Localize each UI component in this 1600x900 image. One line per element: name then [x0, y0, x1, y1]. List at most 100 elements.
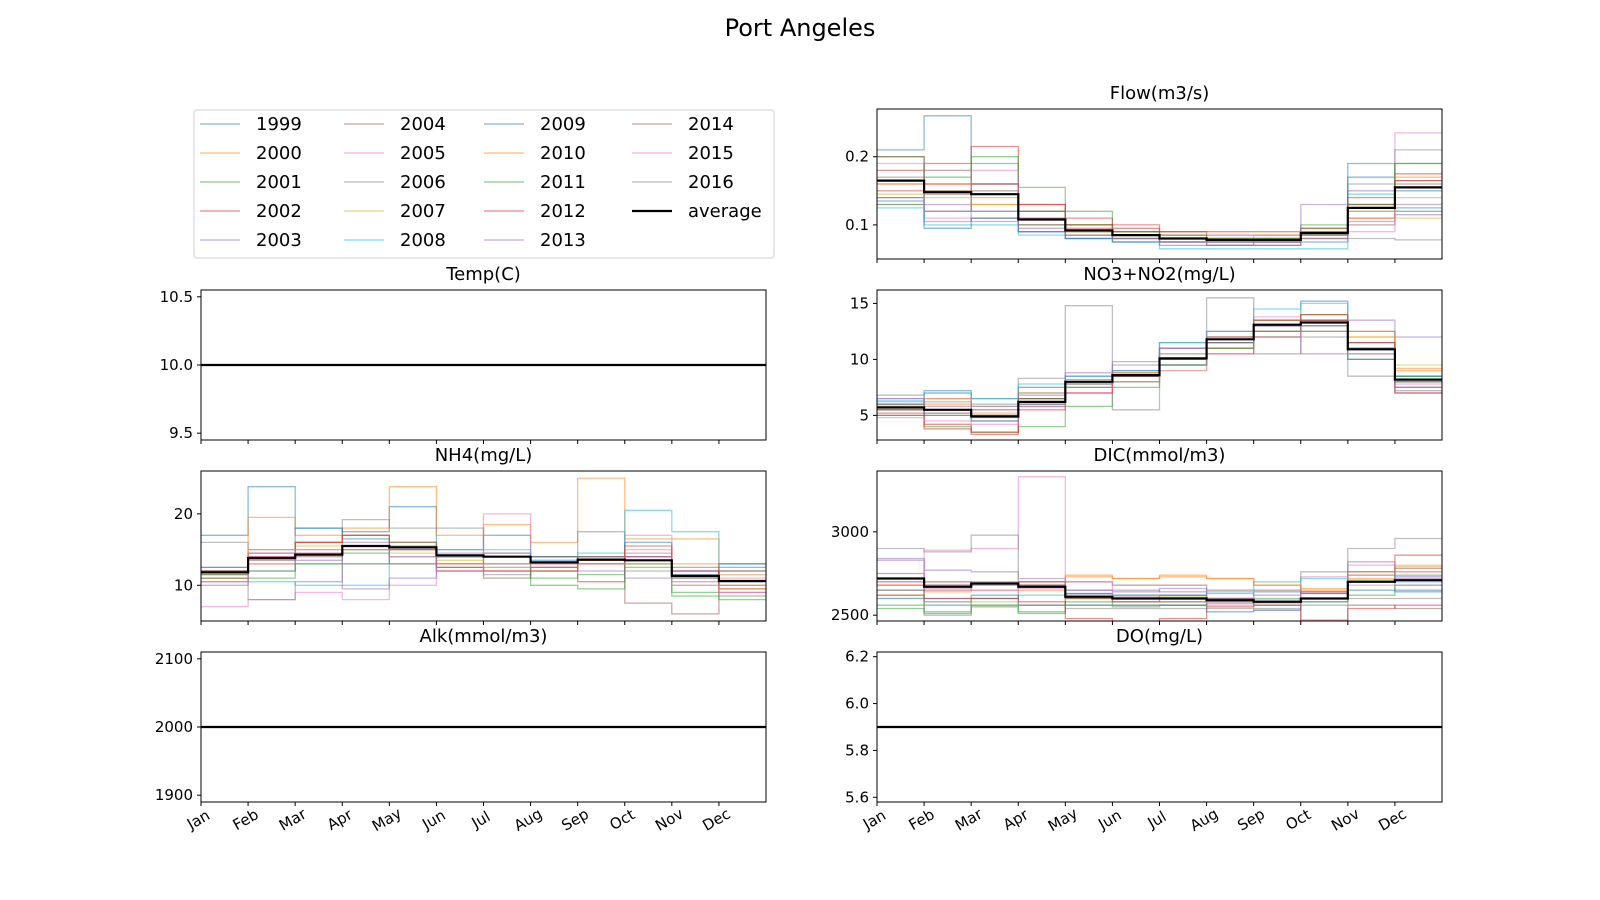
do-mg-l-xtick-label: Jul [1144, 807, 1170, 832]
alk-mmol-m3-panel: Alk(mmol/m3) 1900 2000 2100 Jan Feb Mar Apr May J… [155, 626, 767, 835]
do-mg-l-xtick-label: Jun [1094, 806, 1124, 834]
legend-label: 2004 [400, 114, 446, 135]
alk-mmol-m3-xtick-label: Dec [699, 805, 733, 835]
legend-label: 2000 [256, 143, 302, 164]
dic-mmol-m3-panel: DIC(mmol/m3) 2500 3000 [831, 445, 1443, 625]
flow-m3-s-series-2012 [877, 179, 1442, 233]
nh4-mg-l-panel: NH4(mg/L) 10 20 [174, 445, 767, 625]
alk-mmol-m3-xtick-label: Sep [558, 805, 591, 835]
legend-label: 2003 [256, 230, 302, 251]
alk-mmol-m3-xtick-label: May [369, 804, 405, 835]
legend-label: 2006 [400, 172, 446, 193]
legend-item-2009: 2009 [484, 114, 586, 135]
alk-mmol-m3-ytick-label: 2000 [155, 718, 193, 736]
do-mg-l-ytick-label: 6.0 [845, 695, 869, 713]
legend-label: 2007 [400, 201, 446, 222]
flow-m3-s-ytick-label: 0.1 [845, 216, 869, 234]
temp-c-ytick-label: 9.5 [169, 424, 193, 442]
dic-mmol-m3-series-average [877, 577, 1442, 603]
legend-item-2013: 2013 [484, 230, 586, 251]
flow-m3-s-ytick-label: 0.2 [845, 148, 869, 166]
legend-label: 2011 [540, 172, 586, 193]
legend-item-2015: 2015 [632, 143, 734, 164]
legend-item-2000: 2000 [200, 143, 302, 164]
do-mg-l-title: DO(mg/L) [1116, 626, 1203, 647]
do-mg-l-xtick-label: Mar [952, 804, 986, 834]
legend-item-1999: 1999 [200, 114, 302, 135]
do-mg-l-xtick-label: Nov [1328, 804, 1362, 834]
no3-no2-mg-l-lines [877, 297, 1442, 436]
alk-mmol-m3-xtick-label: Feb [230, 805, 262, 834]
legend-label: 1999 [256, 114, 302, 135]
legend-label: 2010 [540, 143, 586, 164]
legend-label: average [688, 201, 762, 222]
legend-item-average: average [632, 201, 762, 222]
dic-mmol-m3-series-2014 [877, 577, 1442, 621]
legend-label: 2009 [540, 114, 586, 135]
legend-item-2012: 2012 [484, 201, 586, 222]
alk-mmol-m3-xtick-label: Jul [468, 807, 494, 832]
legend-frame [193, 109, 775, 259]
alk-mmol-m3-title: Alk(mmol/m3) [420, 626, 548, 647]
legend-item-2010: 2010 [484, 143, 586, 164]
legend-label: 2012 [540, 201, 586, 222]
flow-m3-s-series-2016 [877, 190, 1442, 247]
legend: 1999 2000 2001 2002 2003 2004 2005 2006 2007 2008… [193, 109, 775, 259]
do-mg-l-xtick-label: Feb [906, 805, 938, 834]
nh4-mg-l-lines [201, 477, 766, 615]
temp-c-title: Temp(C) [445, 264, 521, 285]
legend-item-2008: 2008 [344, 230, 446, 251]
flow-m3-s-lines [877, 115, 1442, 250]
dic-mmol-m3-ytick-label: 2500 [831, 606, 869, 624]
no3-no2-mg-l-series-average [877, 321, 1442, 418]
legend-label: 2016 [688, 172, 734, 193]
temp-c-ytick-label: 10.0 [160, 356, 193, 374]
no3-no2-mg-l-ytick-label: 15 [850, 294, 869, 312]
legend-label: 2015 [688, 143, 734, 164]
legend-item-2006: 2006 [344, 172, 446, 193]
alk-mmol-m3-xtick-label: Mar [276, 804, 310, 834]
dic-mmol-m3-series-2016 [877, 597, 1442, 616]
legend-item-2003: 2003 [200, 230, 302, 251]
legend-item-2016: 2016 [632, 172, 734, 193]
legend-item-2001: 2001 [200, 172, 302, 193]
dic-mmol-m3-ytick-label: 3000 [831, 523, 869, 541]
legend-item-2011: 2011 [484, 172, 586, 193]
do-mg-l-xtick-label: Jan [859, 806, 889, 834]
legend-label: 2002 [256, 201, 302, 222]
do-mg-l-ytick-label: 5.6 [845, 788, 869, 806]
alk-mmol-m3-xtick-label: Aug [511, 805, 545, 835]
legend-label: 2008 [400, 230, 446, 251]
no3-no2-mg-l-title: NO3+NO2(mg/L) [1083, 264, 1235, 285]
nh4-mg-l-ytick-label: 10 [174, 576, 193, 594]
no3-no2-mg-l-ytick-label: 10 [850, 350, 869, 368]
dic-mmol-m3-title: DIC(mmol/m3) [1094, 445, 1226, 466]
do-mg-l-xtick-label: Aug [1187, 805, 1221, 835]
temp-c-panel: Temp(C) 9.5 10.0 10.5 [160, 264, 767, 444]
alk-mmol-m3-xtick-label: Jan [183, 806, 213, 834]
temp-c-ytick-label: 10.5 [160, 288, 193, 306]
legend-item-2007: 2007 [344, 201, 446, 222]
legend-label: 2001 [256, 172, 302, 193]
legend-item-2004: 2004 [344, 114, 446, 135]
do-mg-l-xtick-label: Oct [1283, 805, 1315, 834]
nh4-mg-l-ytick-label: 20 [174, 505, 193, 523]
no3-no2-mg-l-ytick-label: 5 [859, 406, 869, 424]
alk-mmol-m3-xtick-label: Nov [652, 804, 686, 834]
alk-mmol-m3-xtick-label: Jun [418, 806, 448, 834]
flow-m3-s-series-average [877, 179, 1442, 241]
legend-item-2005: 2005 [344, 143, 446, 164]
legend-label: 2013 [540, 230, 586, 251]
legend-label: 2014 [688, 114, 734, 135]
do-mg-l-xtick-label: May [1045, 804, 1081, 835]
figure-title: Port Angeles [725, 14, 876, 42]
flow-m3-s-title: Flow(m3/s) [1110, 83, 1210, 104]
alk-mmol-m3-ytick-label: 1900 [155, 786, 193, 804]
no3-no2-mg-l-panel: NO3+NO2(mg/L) 5 10 15 [850, 264, 1443, 444]
do-mg-l-xtick-label: Dec [1375, 805, 1409, 835]
do-mg-l-ytick-label: 5.8 [845, 741, 869, 759]
dic-mmol-m3-lines [877, 476, 1442, 621]
legend-label: 2005 [400, 143, 446, 164]
nh4-mg-l-series-average [201, 544, 766, 583]
